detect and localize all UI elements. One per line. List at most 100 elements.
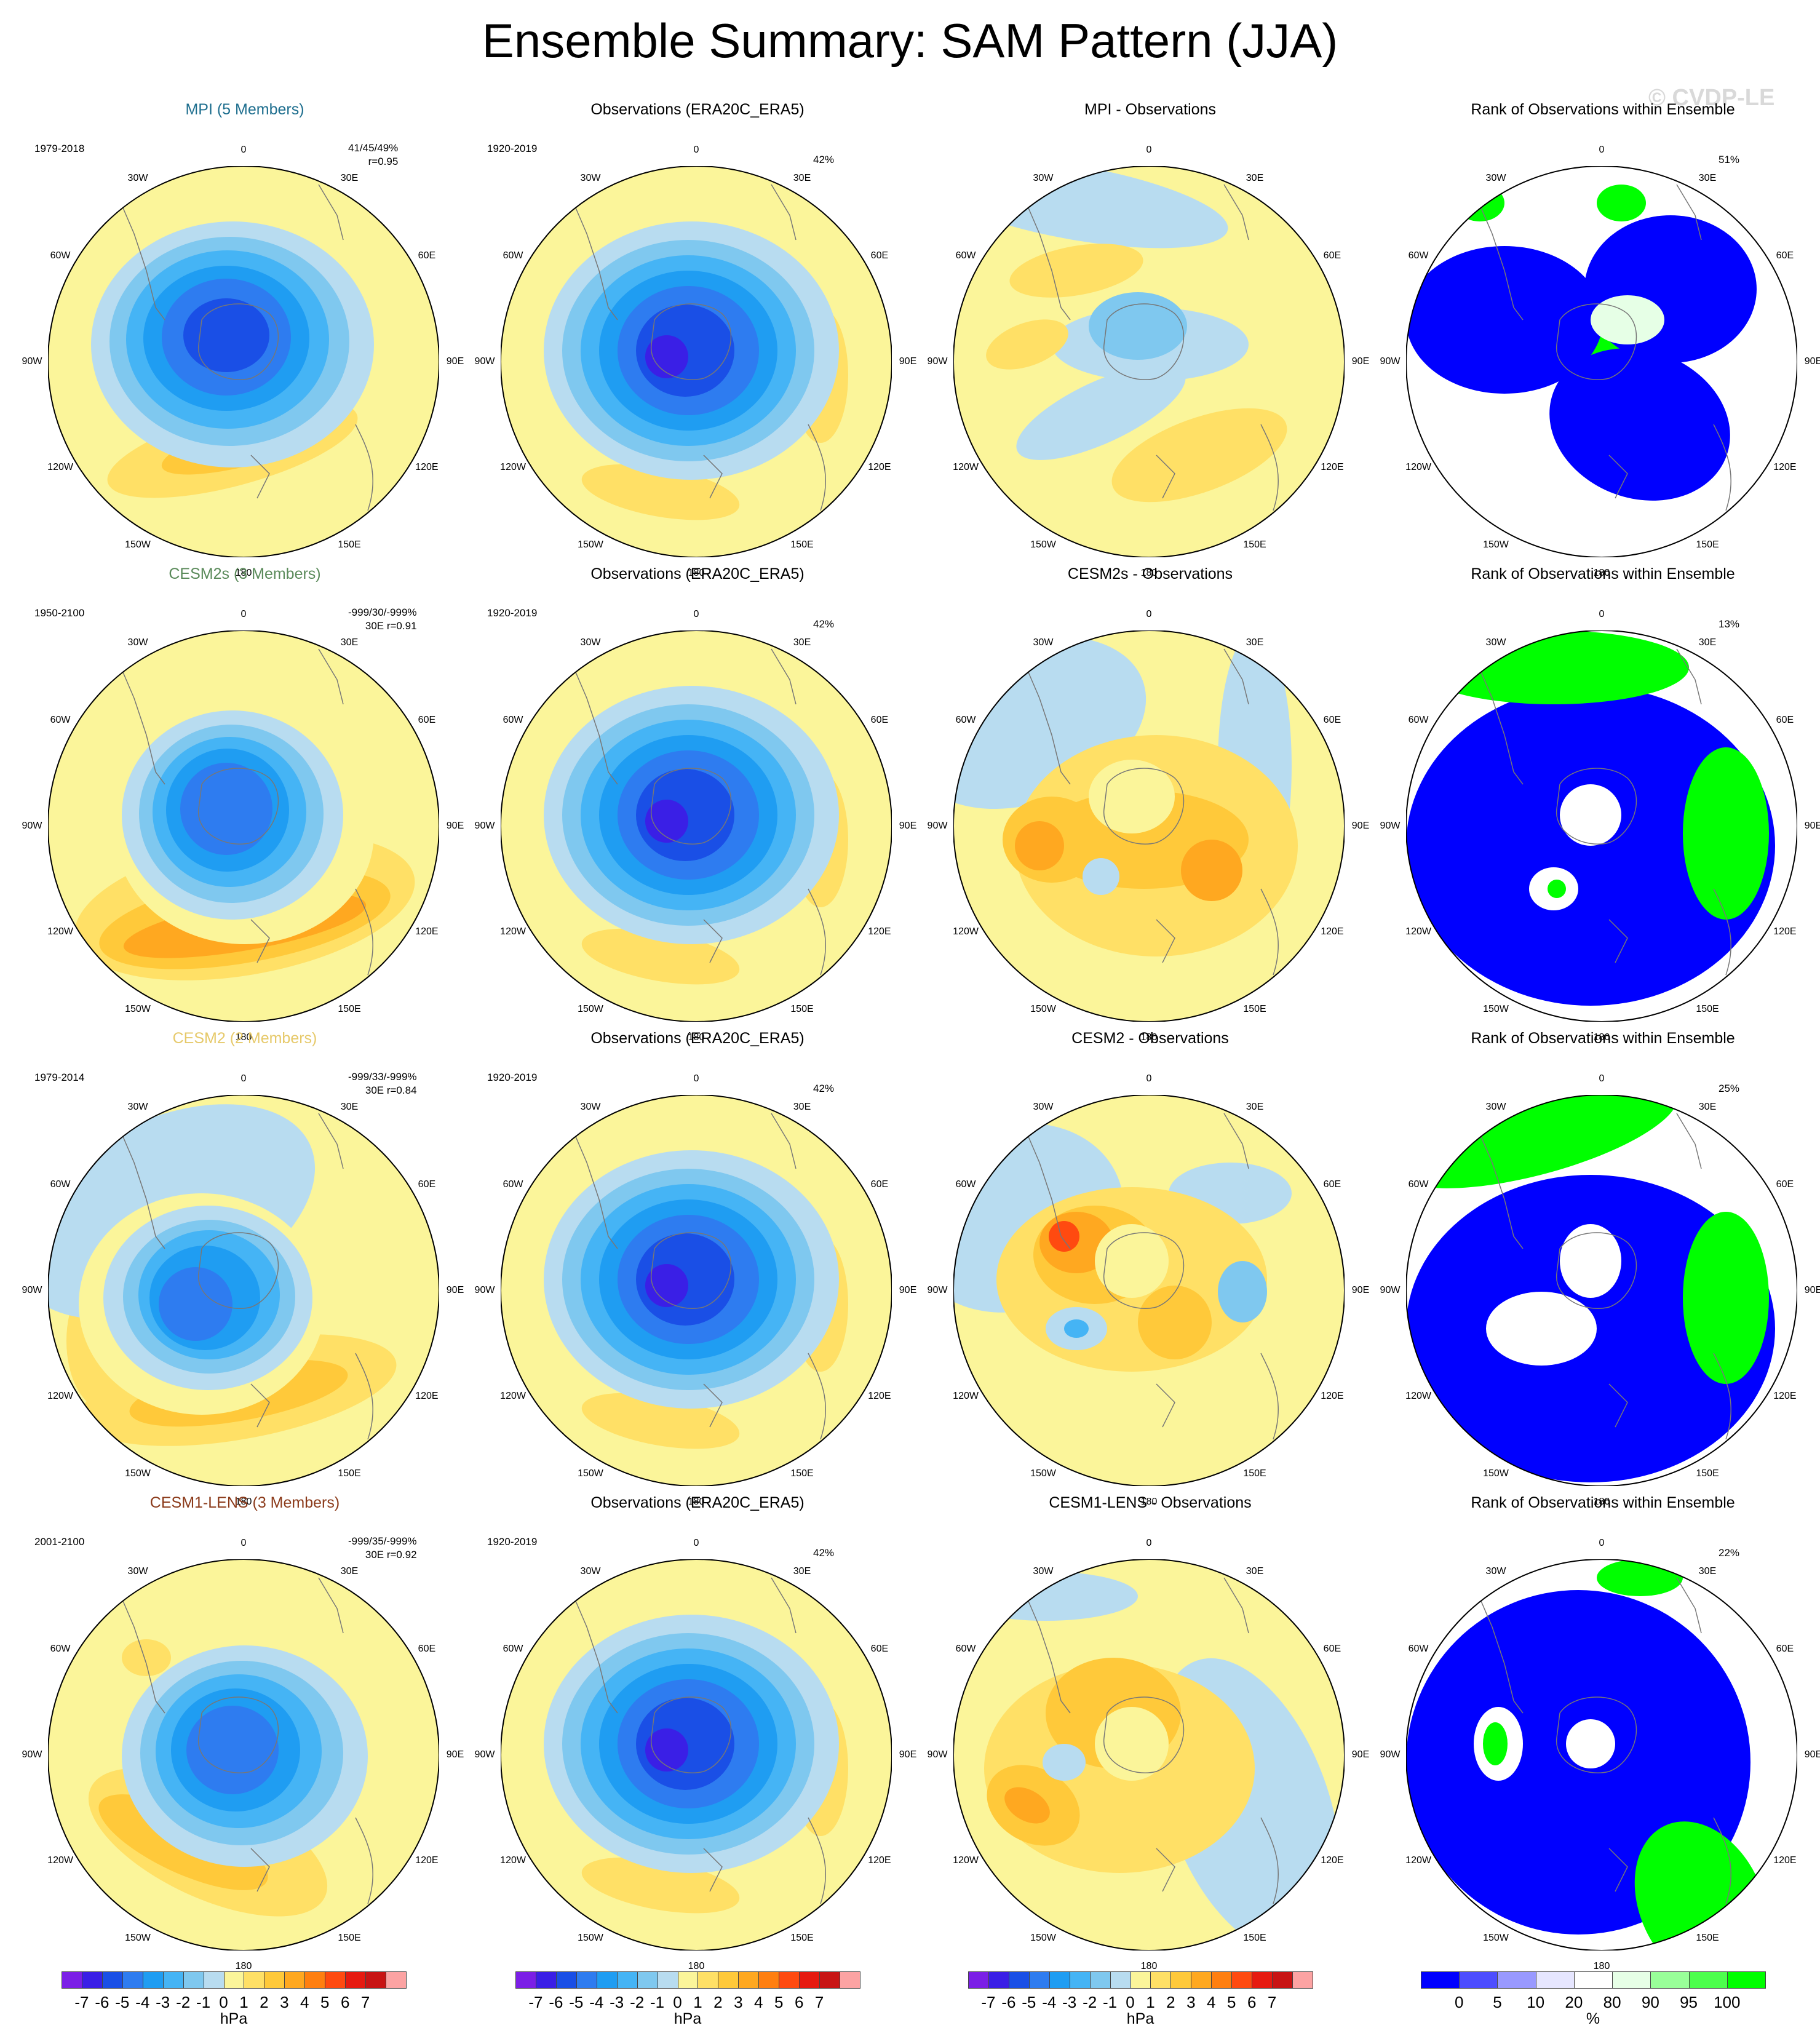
colorbar-swatch — [555, 1971, 577, 1989]
longitude-label: 150E — [338, 1932, 361, 1943]
longitude-label: 90W — [1380, 356, 1401, 367]
longitude-label: 150E — [790, 1932, 814, 1943]
longitude-label: 90E — [899, 1285, 917, 1295]
longitude-label: 120E — [868, 1855, 891, 1866]
longitude-label: 180 — [1593, 568, 1610, 578]
longitude-label: 120E — [1321, 1855, 1344, 1866]
colorbar-swatch — [122, 1971, 143, 1989]
new-zealand-coastline — [1608, 1383, 1628, 1428]
south-america-coastline — [115, 654, 165, 785]
colorbar-swatch — [1130, 1971, 1151, 1989]
longitude-label: 0 — [693, 1538, 699, 1548]
panel-title: MPI - Observations — [1084, 101, 1216, 118]
longitude-label: 180 — [1593, 1961, 1610, 1971]
new-zealand-coastline — [1156, 919, 1175, 963]
colorbar-swatch — [325, 1971, 346, 1989]
colorbar-swatch — [1231, 1971, 1253, 1989]
longitude-label: 150E — [1243, 1468, 1266, 1479]
colorbar-label: 4 — [300, 1993, 309, 2011]
colorbar-swatch — [799, 1971, 821, 1989]
colorbar-swatch — [386, 1971, 407, 1989]
africa-coastline — [1223, 184, 1249, 241]
colorbar-swatch — [162, 1971, 184, 1989]
polar-map — [1406, 1559, 1797, 1950]
percent-label: 42% — [813, 154, 835, 165]
longitude-label: 30E — [340, 1102, 359, 1113]
longitude-label: 150E — [338, 1003, 361, 1014]
longitude-label: 90E — [1804, 821, 1820, 831]
longitude-label: 90W — [1380, 1749, 1401, 1760]
longitude-label: 150E — [790, 1003, 814, 1014]
contour-region — [1455, 185, 1504, 221]
colorbar-swatch — [988, 1971, 1009, 1989]
antarctica-coastline — [651, 768, 732, 845]
new-zealand-coastline — [1608, 919, 1628, 963]
colorbar-label: -6 — [95, 1993, 109, 2011]
australia-coastline — [1713, 424, 1732, 511]
africa-coastline — [1676, 1577, 1702, 1634]
longitude-label: 60E — [870, 1644, 889, 1654]
colorbar-label: -5 — [115, 1993, 130, 2011]
longitude-label: 30E — [1246, 1102, 1264, 1113]
colorbar-swatch — [1650, 1971, 1690, 1989]
colorbar-label: -7 — [74, 1993, 89, 2011]
polar-map — [953, 1559, 1345, 1950]
longitude-label: 30W — [1485, 1102, 1506, 1113]
longitude-label: 120W — [47, 926, 73, 937]
new-zealand-coastline — [250, 919, 270, 963]
contour-region — [1049, 1221, 1079, 1252]
antarctica-coastline — [1103, 303, 1185, 380]
antarctica-coastline — [651, 1696, 732, 1773]
longitude-label: 60W — [503, 250, 523, 261]
longitude-label: 150E — [338, 1468, 361, 1479]
colorbar — [968, 1971, 1313, 1989]
contour-region — [1683, 1212, 1769, 1384]
longitude-label: 0 — [240, 609, 247, 619]
period-label: 1920-2019 — [487, 607, 538, 619]
longitude-label: 60E — [418, 1179, 436, 1190]
colorbar-label: 6 — [1247, 1993, 1257, 2011]
polar-map — [1406, 630, 1797, 1022]
colorbar-swatch — [535, 1971, 557, 1989]
longitude-label: 90W — [1380, 1285, 1401, 1295]
colorbar-label: -7 — [528, 1993, 543, 2011]
polar-map — [501, 630, 892, 1022]
colorbar-swatch — [1049, 1971, 1070, 1989]
longitude-label: 150W — [1030, 1003, 1056, 1014]
antarctica-coastline — [651, 303, 732, 380]
longitude-label: 120W — [47, 462, 73, 472]
longitude-label: 120E — [1773, 926, 1797, 937]
longitude-label: 90W — [474, 1285, 495, 1295]
longitude-label: 90E — [1804, 356, 1820, 367]
south-america-coastline — [115, 190, 165, 320]
south-america-coastline — [1473, 654, 1524, 785]
colorbar-swatch — [596, 1971, 618, 1989]
colorbar-label: 5 — [774, 1993, 784, 2011]
longitude-label: 30E — [1698, 173, 1717, 184]
colorbar-label: -4 — [1042, 1993, 1057, 2011]
south-america-coastline — [1473, 1119, 1524, 1249]
longitude-label: 60E — [1323, 715, 1341, 725]
longitude-label: 120W — [500, 1855, 526, 1866]
longitude-label: 60W — [50, 1179, 71, 1190]
longitude-label: 60E — [1776, 1644, 1794, 1654]
map-field — [501, 1095, 892, 1486]
polar-map — [953, 630, 1345, 1022]
longitude-label: 150E — [338, 539, 361, 550]
longitude-label: 180 — [1140, 568, 1158, 578]
australia-coastline — [1713, 1353, 1732, 1440]
colorbar-swatch — [101, 1971, 123, 1989]
colorbar-label: 2 — [260, 1993, 269, 2011]
polar-map — [48, 166, 439, 557]
longitude-label: 30E — [1698, 637, 1717, 648]
stats-line-1: 41/45/49% — [348, 142, 399, 154]
longitude-label: 0 — [693, 1073, 699, 1084]
longitude-label: 90W — [927, 356, 948, 367]
contour-region — [645, 1264, 688, 1307]
longitude-label: 30W — [1033, 637, 1054, 648]
longitude-label: 150W — [1030, 1468, 1056, 1479]
colorbar-swatch — [1170, 1971, 1192, 1989]
contour-region — [1483, 1722, 1508, 1765]
contour-region — [1016, 364, 1186, 460]
colorbar-swatch — [284, 1971, 306, 1989]
